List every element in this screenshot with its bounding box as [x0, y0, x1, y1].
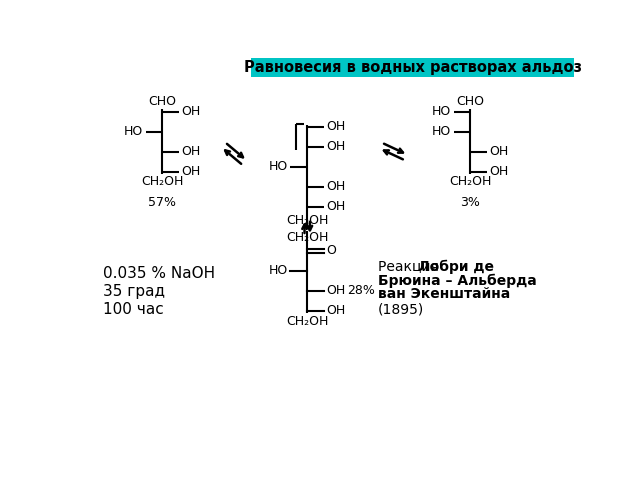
- Text: ван Экенштайна: ван Экенштайна: [378, 287, 510, 301]
- Text: 28%: 28%: [348, 285, 375, 298]
- Text: Лобри де: Лобри де: [418, 259, 494, 274]
- Text: OH: OH: [326, 180, 346, 193]
- Text: CH₂OH: CH₂OH: [286, 231, 328, 244]
- Text: CHO: CHO: [148, 95, 177, 108]
- Text: OH: OH: [182, 145, 201, 158]
- Text: OH: OH: [326, 285, 346, 298]
- Text: CH₂OH: CH₂OH: [286, 315, 328, 328]
- Text: CHO: CHO: [456, 95, 484, 108]
- Text: 3%: 3%: [461, 196, 481, 209]
- Text: 100 час: 100 час: [103, 302, 164, 317]
- Text: OH: OH: [490, 165, 509, 178]
- Text: OH: OH: [326, 201, 346, 214]
- Text: OH: OH: [326, 304, 346, 317]
- Text: OH: OH: [182, 165, 201, 178]
- Text: OH: OH: [490, 145, 509, 158]
- Text: HO: HO: [269, 264, 288, 277]
- Text: HO: HO: [269, 160, 288, 173]
- Text: HO: HO: [432, 125, 451, 138]
- Text: OH: OH: [326, 141, 346, 154]
- Text: OH: OH: [326, 120, 346, 133]
- Text: 0.035 % NaOH: 0.035 % NaOH: [103, 265, 215, 280]
- Text: HO: HO: [432, 105, 451, 118]
- Text: CH₂OH: CH₂OH: [449, 175, 492, 189]
- Text: (1895): (1895): [378, 302, 424, 316]
- FancyBboxPatch shape: [251, 59, 575, 77]
- Text: Равновесия в водных растворах альдоз: Равновесия в водных растворах альдоз: [244, 60, 582, 75]
- Text: CH₂OH: CH₂OH: [286, 214, 328, 227]
- Text: OH: OH: [182, 105, 201, 118]
- Text: CH₂OH: CH₂OH: [141, 175, 184, 189]
- Text: HO: HO: [124, 125, 143, 138]
- Text: 35 град: 35 град: [103, 284, 165, 299]
- Text: Брюина – Альберда: Брюина – Альберда: [378, 273, 537, 288]
- Text: Реакция: Реакция: [378, 259, 444, 273]
- Text: O: O: [326, 244, 337, 257]
- Text: 57%: 57%: [148, 196, 177, 209]
